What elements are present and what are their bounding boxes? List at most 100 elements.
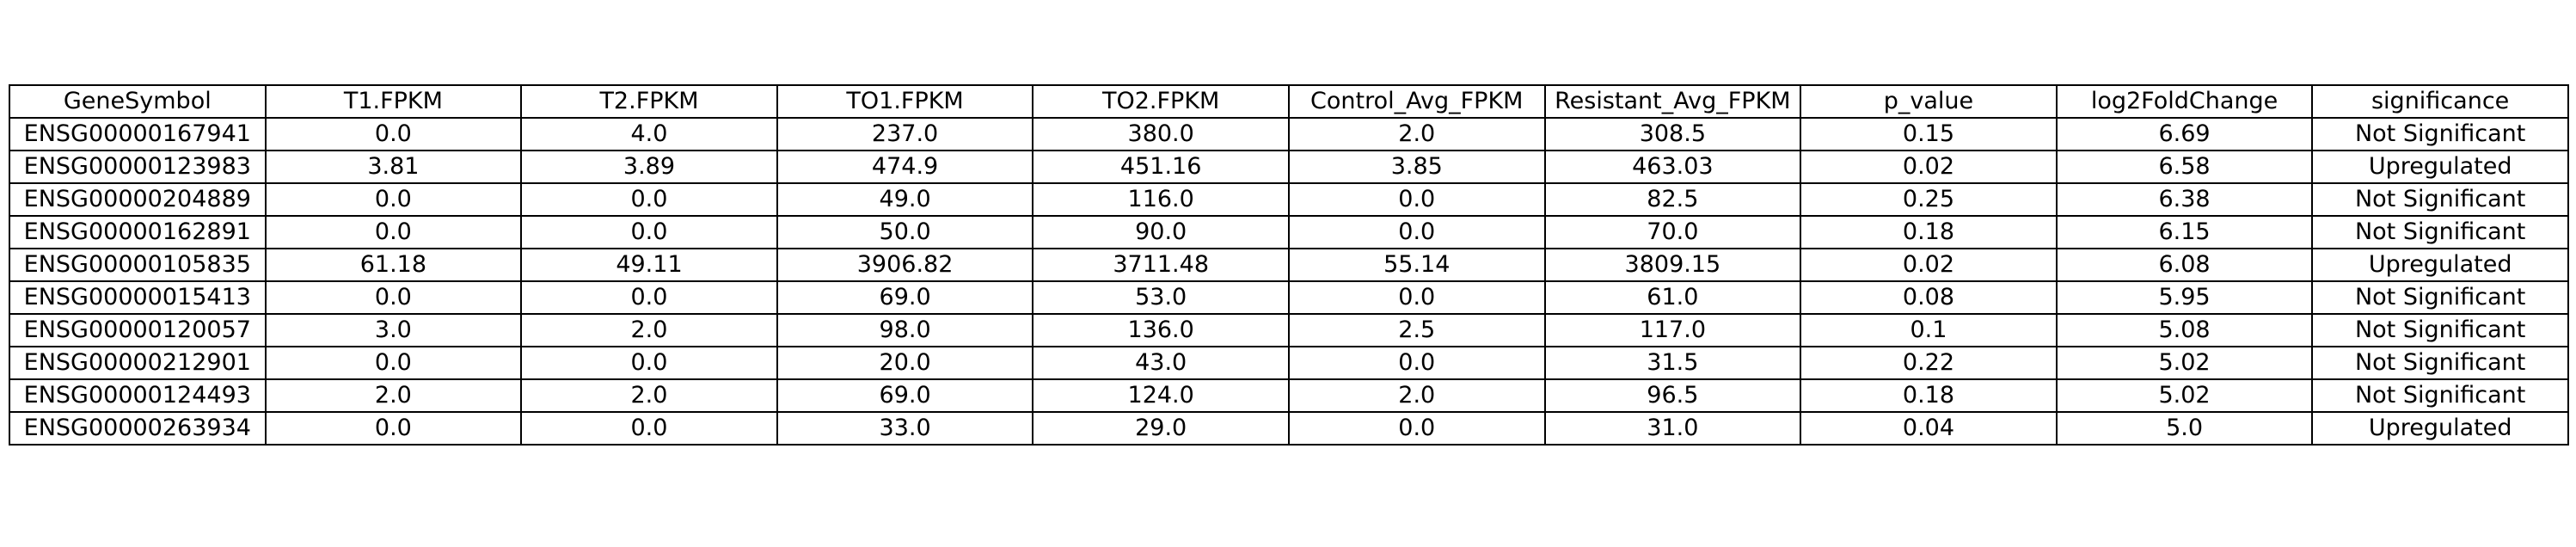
table-cell: 0.0: [264, 346, 523, 380]
table-cell: 124.0: [1032, 378, 1290, 413]
table-cell: 20.0: [776, 346, 1034, 380]
table-cell: 0.25: [1800, 182, 2058, 217]
table-cell: Not Significant: [2311, 215, 2569, 249]
table-cell: 5.08: [2055, 313, 2314, 347]
table-cell: 90.0: [1032, 215, 1290, 249]
table-cell: 3.81: [264, 150, 523, 184]
table-cell: 29.0: [1032, 411, 1290, 446]
table-cell: 0.02: [1800, 150, 2058, 184]
column-header: log2FoldChange: [2055, 84, 2314, 119]
table-cell: Not Significant: [2311, 117, 2569, 151]
table-cell: 0.08: [1800, 280, 2058, 315]
table-cell: 451.16: [1032, 150, 1290, 184]
table-cell: 69.0: [776, 378, 1034, 413]
table-cell: 5.02: [2055, 346, 2314, 380]
table-cell: ENSG00000263934: [9, 411, 267, 446]
table-cell: 53.0: [1032, 280, 1290, 315]
table-row: ENSG00000212901 0.0 0.0 20.0 43.0 0.0 31.5 0.22…: [9, 346, 2569, 380]
table-cell: 5.0: [2055, 411, 2314, 446]
table-cell: 0.0: [520, 182, 778, 217]
table-cell: 33.0: [776, 411, 1034, 446]
column-header: T2.FPKM: [520, 84, 778, 119]
table-cell: 308.5: [1543, 117, 1802, 151]
table-cell: 0.02: [1800, 248, 2058, 282]
table-row: ENSG00000105835 61.18 49.11 3906.82 3711.48 5…: [9, 248, 2569, 282]
table-row: ENSG00000162891 0.0 0.0 50.0 90.0 0.0 70.0 0.18…: [9, 215, 2569, 249]
table-cell: 61.18: [264, 248, 523, 282]
table-cell: 0.0: [264, 411, 523, 446]
table-cell: 2.0: [1287, 117, 1546, 151]
table-cell: Not Significant: [2311, 378, 2569, 413]
table-cell: 3.85: [1287, 150, 1546, 184]
table-cell: 49.11: [520, 248, 778, 282]
table-cell: 5.95: [2055, 280, 2314, 315]
table-cell: 463.03: [1543, 150, 1802, 184]
table-cell: 69.0: [776, 280, 1034, 315]
table-row: ENSG00000123983 3.81 3.89 474.9 451.16 3.85 46…: [9, 150, 2569, 184]
table-container: GeneSymbol T1.FPKM T2.FPKM TO1.FPKM TO2.…: [9, 84, 2569, 446]
header-row: GeneSymbol T1.FPKM T2.FPKM TO1.FPKM TO2.…: [9, 84, 2569, 119]
table-cell: 6.58: [2055, 150, 2314, 184]
table-cell: Not Significant: [2311, 313, 2569, 347]
table-cell: 0.04: [1800, 411, 2058, 446]
table-row: ENSG00000263934 0.0 0.0 33.0 29.0 0.0 31.0 0.04…: [9, 411, 2569, 446]
column-header: GeneSymbol: [9, 84, 267, 119]
table-cell: 6.38: [2055, 182, 2314, 217]
table-cell: 2.0: [520, 378, 778, 413]
table-cell: 6.15: [2055, 215, 2314, 249]
table-cell: ENSG00000015413: [9, 280, 267, 315]
column-header: Resistant_Avg_FPKM: [1543, 84, 1802, 119]
table-cell: 3906.82: [776, 248, 1034, 282]
table-cell: 2.0: [520, 313, 778, 347]
table-cell: 96.5: [1543, 378, 1802, 413]
table-cell: 0.18: [1800, 215, 2058, 249]
table-cell: 3.0: [264, 313, 523, 347]
data-table: GeneSymbol T1.FPKM T2.FPKM TO1.FPKM TO2.…: [9, 84, 2569, 446]
table-cell: 43.0: [1032, 346, 1290, 380]
table-cell: 0.0: [1287, 215, 1546, 249]
table-cell: 0.0: [264, 117, 523, 151]
table-cell: 0.0: [1287, 346, 1546, 380]
table-cell: ENSG00000123983: [9, 150, 267, 184]
table-cell: 50.0: [776, 215, 1034, 249]
table-cell: 380.0: [1032, 117, 1290, 151]
table-cell: 0.0: [1287, 280, 1546, 315]
column-header: TO2.FPKM: [1032, 84, 1290, 119]
table-cell: Upregulated: [2311, 150, 2569, 184]
table-cell: 2.5: [1287, 313, 1546, 347]
table-cell: ENSG00000120057: [9, 313, 267, 347]
table-cell: 55.14: [1287, 248, 1546, 282]
table-cell: 70.0: [1543, 215, 1802, 249]
table-cell: ENSG00000204889: [9, 182, 267, 217]
table-cell: ENSG00000212901: [9, 346, 267, 380]
table-cell: 3711.48: [1032, 248, 1290, 282]
column-header: significance: [2311, 84, 2569, 119]
table-row: ENSG00000120057 3.0 2.0 98.0 136.0 2.5 117.0 0.…: [9, 313, 2569, 347]
table-cell: 6.08: [2055, 248, 2314, 282]
table-cell: 0.0: [264, 182, 523, 217]
table-cell: 61.0: [1543, 280, 1802, 315]
table-cell: Not Significant: [2311, 280, 2569, 315]
table-cell: 0.18: [1800, 378, 2058, 413]
table-cell: Upregulated: [2311, 411, 2569, 446]
table-cell: Upregulated: [2311, 248, 2569, 282]
table-cell: 98.0: [776, 313, 1034, 347]
table-cell: 0.0: [1287, 411, 1546, 446]
table-cell: 0.15: [1800, 117, 2058, 151]
column-header: T1.FPKM: [264, 84, 523, 119]
table-cell: 0.0: [1287, 182, 1546, 217]
table-cell: 0.22: [1800, 346, 2058, 380]
table-cell: ENSG00000162891: [9, 215, 267, 249]
table-cell: 116.0: [1032, 182, 1290, 217]
table-row: ENSG00000167941 0.0 4.0 237.0 380.0 2.0 308.5 0…: [9, 117, 2569, 151]
table-cell: 2.0: [264, 378, 523, 413]
column-header: p_value: [1800, 84, 2058, 119]
table-cell: 2.0: [1287, 378, 1546, 413]
table-cell: 117.0: [1543, 313, 1802, 347]
table-cell: 3.89: [520, 150, 778, 184]
table-cell: 49.0: [776, 182, 1034, 217]
table-cell: 0.0: [520, 215, 778, 249]
table-row: ENSG00000015413 0.0 0.0 69.0 53.0 0.0 61.0 0.08…: [9, 280, 2569, 315]
column-header: TO1.FPKM: [776, 84, 1034, 119]
table-cell: ENSG00000124493: [9, 378, 267, 413]
